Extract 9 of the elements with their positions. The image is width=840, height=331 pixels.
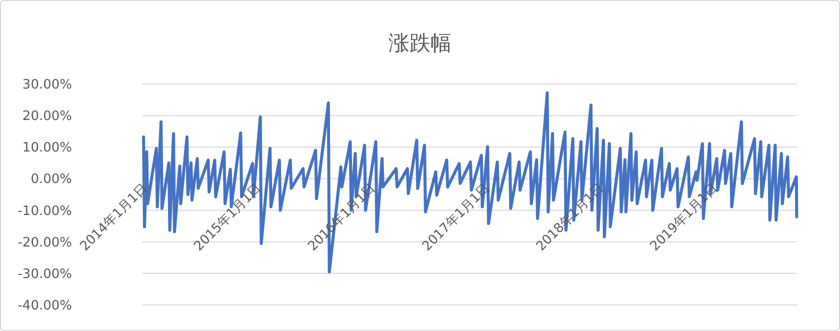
- y-tick-label: 10.00%: [22, 140, 72, 156]
- chart-title: 涨跌幅: [388, 31, 452, 55]
- y-tick-label: 0.00%: [30, 172, 72, 188]
- y-tick-label: -40.00%: [18, 298, 72, 314]
- y-tick-label: 30.00%: [22, 78, 72, 92]
- y-tick-label: -30.00%: [18, 266, 72, 282]
- y-tick-label: -10.00%: [18, 204, 72, 219]
- y-tick-label: 20.00%: [22, 109, 72, 124]
- y-tick-label: -20.00%: [18, 235, 72, 250]
